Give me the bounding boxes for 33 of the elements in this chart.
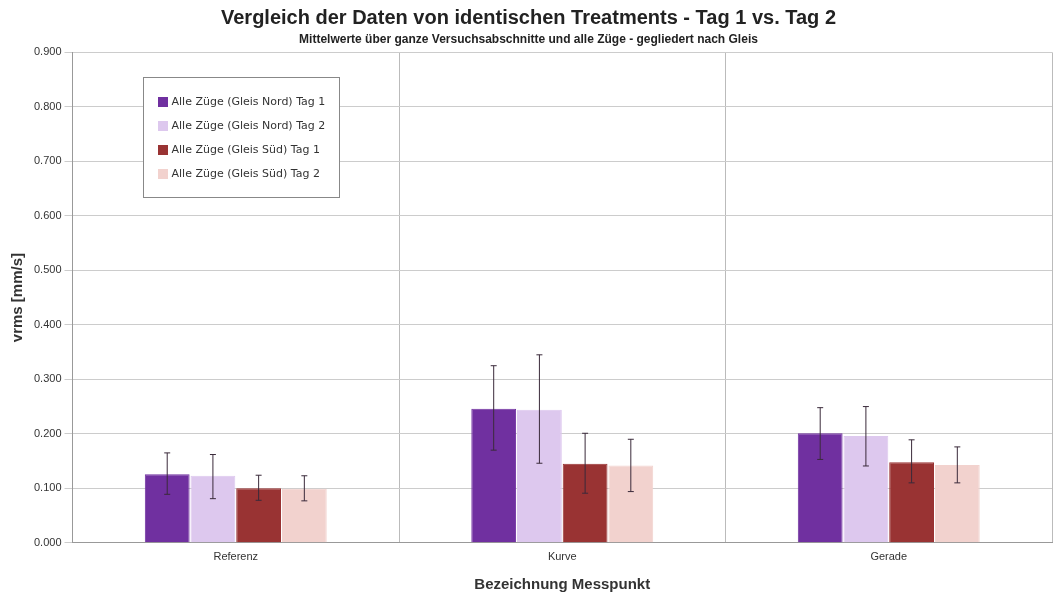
x-axis-title: Bezeichnung Messpunkt: [474, 575, 651, 593]
x-tick-label: Kurve: [547, 550, 577, 563]
bar: [562, 463, 608, 543]
bar: [190, 475, 236, 543]
bar: [934, 464, 980, 543]
y-tick-label: 0.900: [34, 45, 62, 58]
bar: [144, 474, 190, 543]
bar: [889, 462, 935, 543]
y-tick-label: 0.000: [34, 535, 62, 548]
y-tick-label: 0.700: [34, 154, 62, 167]
legend-label: Alle Züge (Gleis Süd) Tag 2: [171, 167, 320, 181]
legend-label: Alle Züge (Gleis Nord) Tag 2: [171, 119, 326, 133]
bar: [236, 488, 282, 543]
chart-subtitle: Mittelwerte über ganze Versuchsabschnitte und alle Züge - gegliedert nach Gleis: [299, 31, 759, 46]
x-tick-label: Referenz: [213, 550, 259, 563]
chart-title: Vergleich der Daten von identischen Treatments - Tag 1 vs. Tag 2: [221, 5, 836, 28]
y-tick-label: 0.500: [34, 263, 62, 276]
y-tick-label: 0.400: [34, 317, 62, 330]
y-tick-label: 0.200: [34, 426, 62, 439]
bar: [797, 433, 843, 543]
bar: [517, 409, 562, 543]
y-tick-label: 0.800: [34, 99, 62, 112]
y-tick-label: 0.100: [34, 481, 62, 494]
bar: [471, 408, 517, 543]
bar: [608, 465, 654, 543]
legend-label: Alle Züge (Gleis Süd) Tag 1: [171, 143, 320, 157]
bar: [281, 488, 327, 543]
legend-label: Alle Züge (Gleis Nord) Tag 1: [171, 95, 326, 109]
y-tick-label: 0.600: [34, 208, 62, 221]
x-tick-label: Gerade: [870, 550, 908, 563]
bar: [843, 436, 889, 543]
y-axis-title: vrms [mm/s]: [8, 253, 26, 343]
y-tick-label: 0.300: [34, 372, 62, 385]
